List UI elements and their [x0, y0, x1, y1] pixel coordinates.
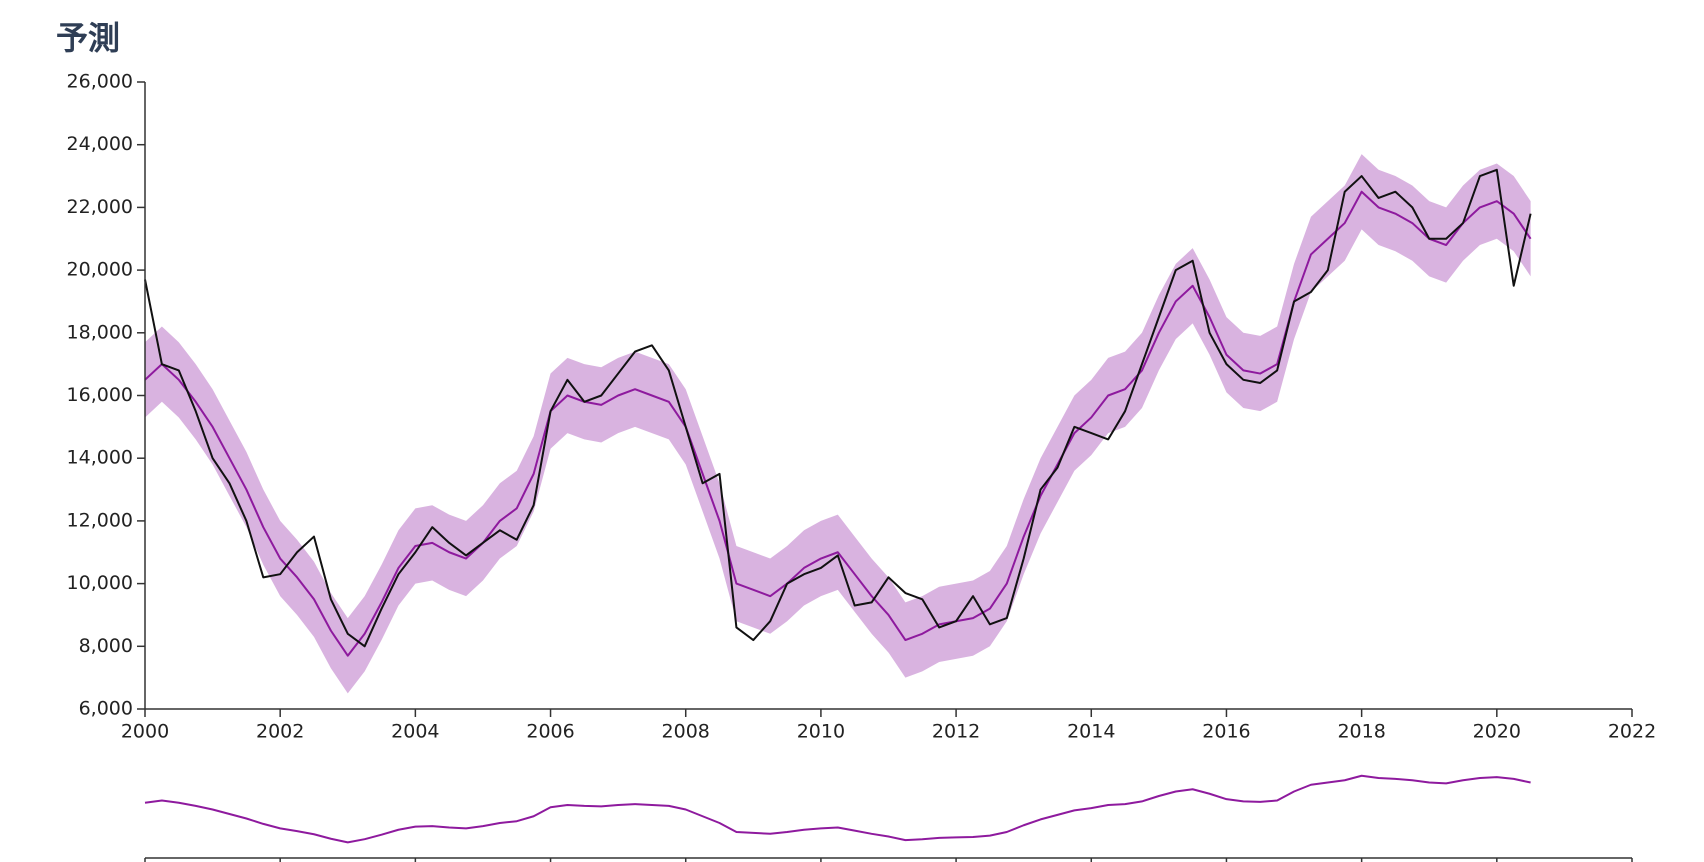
x-tick-label: 2022: [1608, 721, 1656, 743]
forecast-band: [145, 154, 1531, 694]
x-tick-label: 2010: [797, 721, 845, 743]
y-tick-label: 12,000: [67, 509, 133, 531]
x-tick-label: 2016: [1202, 721, 1250, 743]
x-tick-label: 2008: [662, 721, 710, 743]
forecast-line: [144, 190, 1532, 657]
x-tick-label: 2020: [1473, 721, 1521, 743]
overview-line: [144, 774, 1531, 844]
y-tick-label: 26,000: [67, 71, 133, 93]
x-tick-label: 2018: [1337, 721, 1385, 743]
x-tick-label: 2002: [256, 721, 304, 743]
actual-line: [144, 168, 1532, 648]
y-tick-label: 16,000: [67, 384, 133, 406]
y-tick-label: 6,000: [79, 698, 133, 720]
y-tick-label: 22,000: [67, 196, 133, 218]
x-tick-label: 2000: [121, 721, 169, 743]
chart-title: 予測: [56, 19, 120, 57]
x-tick-label: 2006: [526, 721, 574, 743]
x-tick-label: 2012: [932, 721, 980, 743]
y-tick-label: 10,000: [67, 572, 133, 594]
y-tick-label: 18,000: [67, 321, 133, 343]
y-tick-label: 24,000: [67, 133, 133, 155]
y-tick-label: 14,000: [67, 447, 133, 469]
x-tick-label: 2004: [391, 721, 439, 743]
y-tick-label: 20,000: [67, 259, 133, 281]
x-tick-label: 2014: [1067, 721, 1115, 743]
y-tick-label: 8,000: [79, 635, 133, 657]
